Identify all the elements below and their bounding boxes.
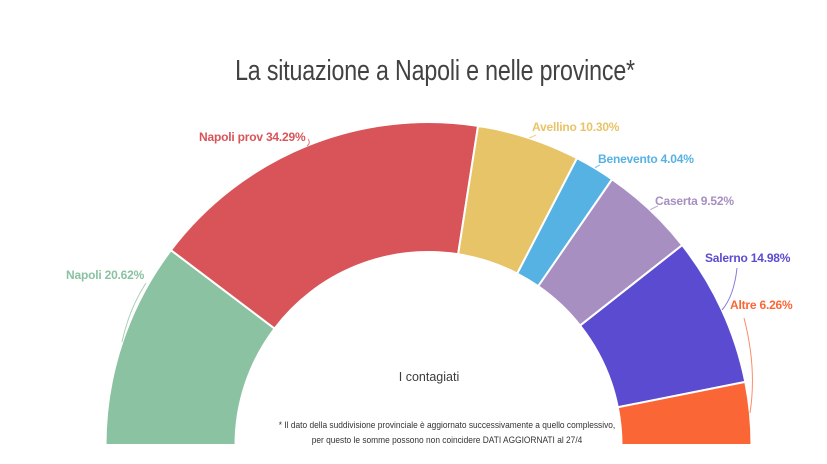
- footnote-line1: * Il dato della suddivisione provinciale…: [278, 420, 616, 431]
- label-tick-altre: [743, 317, 753, 414]
- label-ticks-group: [121, 134, 753, 414]
- label-tick-caserta: [649, 205, 659, 211]
- label-tick-napoli: [121, 282, 147, 343]
- footnote: * Il dato della suddivisione provinciale…: [279, 418, 615, 448]
- slice-label-benevento: Benevento 4.04%: [598, 152, 694, 166]
- slice-label-napoli: Napoli 20.62%: [66, 268, 145, 282]
- chart-title: La situazione a Napoli e nelle province*: [235, 55, 635, 87]
- slice-napoli-prov[interactable]: [169, 121, 480, 330]
- label-tick-benevento: [594, 164, 601, 169]
- slices-group: [104, 121, 753, 446]
- slice-altre[interactable]: [616, 380, 753, 446]
- center-label: I contagiati: [398, 370, 460, 384]
- slice-label-napoli-prov: Napoli prov 34.29%: [199, 130, 306, 144]
- footnote-line2: per questo le somme possono non coincide…: [311, 435, 583, 446]
- label-tick-napoli-prov: [306, 138, 310, 147]
- slice-label-avellino: Avellino 10.30%: [532, 120, 620, 134]
- slice-label-salerno: Salerno 14.98%: [705, 251, 791, 265]
- label-tick-avellino: [528, 134, 537, 139]
- label-tick-salerno: [721, 267, 738, 311]
- slice-label-caserta: Caserta 9.52%: [655, 194, 734, 208]
- slice-label-altre: Altre 6.26%: [730, 298, 793, 312]
